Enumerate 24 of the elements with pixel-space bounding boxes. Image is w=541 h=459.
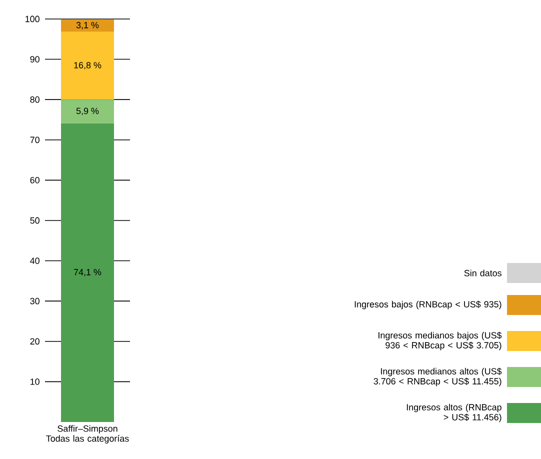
y-tick-label: 60 bbox=[30, 177, 40, 184]
bar bbox=[61, 123, 114, 422]
data-label: 3,1 % bbox=[76, 22, 99, 30]
y-tick-label: 10 bbox=[30, 378, 40, 385]
y-tick-label: 70 bbox=[30, 136, 40, 144]
x-tick-label: Saffir–Simpson Todas las categorías bbox=[46, 425, 129, 444]
y-tick-label: 20 bbox=[30, 338, 40, 345]
y-tick-label: 100 bbox=[26, 16, 40, 22]
legend-label: Ingresos medianos bajos (US$ 936 < RNBcap < US$ 3.705) bbox=[378, 332, 502, 350]
legend-label: Ingresos altos (RNBcap > US$ 11.456) bbox=[406, 404, 502, 422]
bar bbox=[61, 100, 114, 124]
y-tick-label: 40 bbox=[30, 258, 40, 264]
legend-label: Sin datos bbox=[464, 270, 502, 276]
y-tick-label: 80 bbox=[30, 96, 40, 103]
legend-label: Ingresos medianos altos (US$ 3.706 < RNBcap < US$ 11.455) bbox=[374, 368, 502, 386]
y-tick-label: 90 bbox=[30, 56, 40, 62]
data-label: 16,8 % bbox=[74, 62, 102, 70]
y-tick-label: 30 bbox=[30, 298, 40, 304]
bar bbox=[61, 19, 114, 32]
bar bbox=[61, 32, 114, 100]
data-label: 74,1 % bbox=[74, 268, 102, 276]
y-tick-label: 50 bbox=[30, 217, 40, 224]
legend-label: Ingresos bajos (RNBcap < US$ 935) bbox=[354, 300, 502, 310]
data-label: 5,9 % bbox=[76, 108, 99, 116]
